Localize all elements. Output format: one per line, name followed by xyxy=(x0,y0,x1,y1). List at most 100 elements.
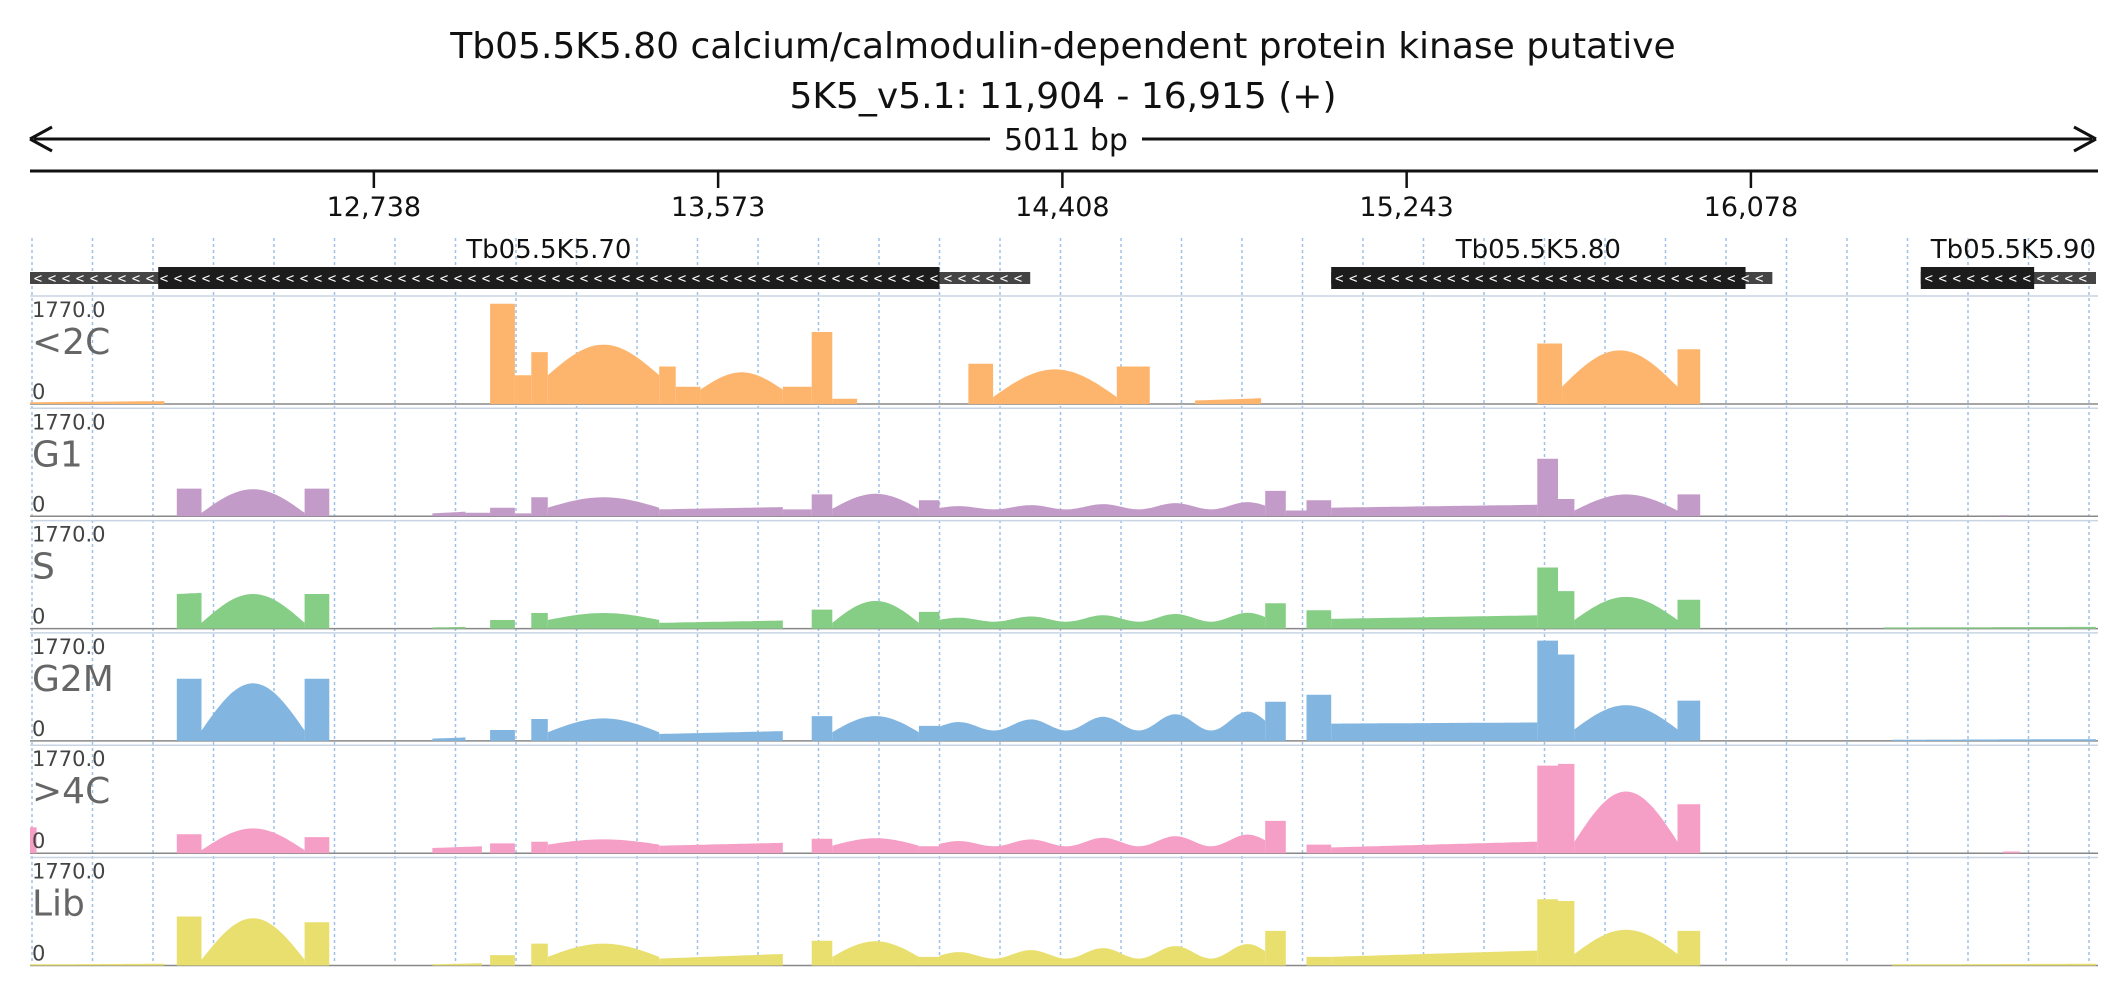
coverage-area xyxy=(30,827,37,854)
strand-chevron: < xyxy=(1939,271,1947,287)
strand-chevron: < xyxy=(776,271,784,287)
track-ymax-label: 1770.0 xyxy=(32,410,105,434)
strand-chevron: < xyxy=(1601,271,1609,287)
coverage-area xyxy=(811,716,833,741)
coverage-area xyxy=(30,963,165,966)
coverage-area xyxy=(1116,366,1150,404)
coverage-area xyxy=(1677,700,1701,741)
coverage-area xyxy=(1537,765,1558,854)
coverage-area xyxy=(490,507,515,517)
gene-label: Tb05.5K5.90 xyxy=(1930,235,2096,265)
strand-chevron: < xyxy=(2009,271,2017,287)
strand-chevron: < xyxy=(930,271,938,287)
x-tick-label: 15,243 xyxy=(1359,192,1453,223)
coverage-area xyxy=(832,398,858,404)
coverage-area xyxy=(1891,739,2096,741)
coverage-area xyxy=(176,488,202,517)
coverage-area xyxy=(1558,901,1575,966)
strand-chevron: < xyxy=(1643,271,1651,287)
strand-chevron: < xyxy=(1629,271,1637,287)
coverage-area xyxy=(659,366,676,404)
coverage-area xyxy=(1537,343,1563,404)
track-s: 1770.0 0 S xyxy=(30,519,2098,630)
strand-chevron: < xyxy=(1699,271,1707,287)
strand-chevron: < xyxy=(398,271,406,287)
strand-chevron: < xyxy=(90,271,98,287)
strand-chevron: < xyxy=(818,271,826,287)
coverage-area xyxy=(547,718,660,741)
strand-chevron: < xyxy=(1503,271,1511,287)
coverage-area xyxy=(531,841,548,854)
strand-chevron: < xyxy=(314,271,322,287)
coverage-area xyxy=(1558,591,1575,629)
strand-chevron: < xyxy=(412,271,420,287)
coverage-area xyxy=(993,369,1117,404)
coverage-area xyxy=(811,940,833,966)
strand-chevron: < xyxy=(650,271,658,287)
strand-chevron: < xyxy=(1559,271,1567,287)
track-ymax-label: 1770.0 xyxy=(32,298,105,322)
track-ymax-label: 1770.0 xyxy=(32,747,105,771)
coverage-area xyxy=(531,352,548,404)
coverage-area xyxy=(1562,350,1678,404)
coverage-area xyxy=(811,838,833,854)
gene-label: Tb05.5K5.80 xyxy=(1455,235,1621,265)
coverage-area xyxy=(1331,841,1538,854)
strand-chevron: < xyxy=(552,271,560,287)
strand-chevron: < xyxy=(2065,271,2073,287)
coverage-area xyxy=(176,592,202,629)
strand-chevron: < xyxy=(944,271,952,287)
coverage-area xyxy=(531,719,548,741)
coverage-area xyxy=(1677,494,1701,517)
strand-chevron: < xyxy=(202,271,210,287)
strand-chevron: < xyxy=(468,271,476,287)
strand-chevron: < xyxy=(1475,271,1483,287)
strand-chevron: < xyxy=(1545,271,1553,287)
coverage-area xyxy=(939,711,1266,741)
strand-chevron: < xyxy=(986,271,994,287)
strand-chevron: < xyxy=(972,271,980,287)
coverage-area xyxy=(782,509,812,517)
x-tick-label: 14,408 xyxy=(1015,192,1109,223)
track-lt2c: 1770.0 0 <2C xyxy=(30,295,2098,405)
coverage-area xyxy=(547,943,660,966)
gene-tb05-5k5-90: < < < < < < < < < < < < Tb05.5K5.90 xyxy=(1920,235,2096,289)
coverage-area xyxy=(30,401,165,404)
track-ymin-label: 0 xyxy=(32,492,45,516)
coverage-area xyxy=(918,846,940,854)
coverage-area xyxy=(832,493,919,517)
track-lib: 1770.0 0 Lib xyxy=(30,856,2098,967)
coverage-area xyxy=(1883,626,2096,629)
strand-chevron: < xyxy=(916,271,924,287)
coverage-area xyxy=(432,737,466,741)
coverage-area xyxy=(514,375,532,404)
coverage-area xyxy=(1574,705,1678,741)
coverage-area xyxy=(939,502,1266,517)
coverage-area xyxy=(1306,956,1332,966)
coverage-area xyxy=(201,918,305,966)
strand-chevron: < xyxy=(258,271,266,287)
strand-chevron: < xyxy=(790,271,798,287)
strand-chevron: < xyxy=(1685,271,1693,287)
track-name-label: G1 xyxy=(32,434,83,475)
coverage-area xyxy=(939,612,1266,629)
coverage-area xyxy=(1537,458,1558,517)
track-name-label: Lib xyxy=(32,884,85,925)
strand-chevron: < xyxy=(356,271,364,287)
strand-chevron: < xyxy=(370,271,378,287)
coverage-area xyxy=(1537,567,1558,629)
strand-chevron: < xyxy=(2051,271,2059,287)
strand-chevron: < xyxy=(874,271,882,287)
strand-chevron: < xyxy=(76,271,84,287)
chart-title-line1: Tb05.5K5.80 calcium/calmodulin-dependent… xyxy=(449,26,1675,67)
coverage-area xyxy=(304,922,330,966)
track-ymin-label: 0 xyxy=(32,942,45,966)
strand-chevron: < xyxy=(888,271,896,287)
coverage-area xyxy=(659,731,783,741)
coverage-area xyxy=(547,344,660,404)
coverage-area xyxy=(176,678,202,741)
gene-cds xyxy=(158,267,940,289)
track-name-label: <2C xyxy=(32,322,110,363)
coverage-area xyxy=(1331,615,1538,629)
coverage-area xyxy=(1195,398,1262,404)
